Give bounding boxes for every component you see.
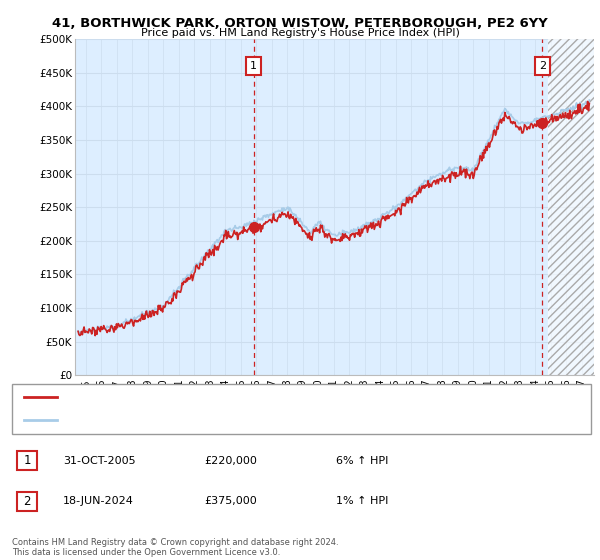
Text: HPI: Average price, detached house, City of Peterborough: HPI: Average price, detached house, City… [63, 416, 344, 426]
Text: Price paid vs. HM Land Registry's House Price Index (HPI): Price paid vs. HM Land Registry's House … [140, 28, 460, 38]
Text: 31-OCT-2005: 31-OCT-2005 [63, 456, 136, 466]
Text: £220,000: £220,000 [204, 456, 257, 466]
Text: Contains HM Land Registry data © Crown copyright and database right 2024.
This d: Contains HM Land Registry data © Crown c… [12, 538, 338, 557]
Text: 6% ↑ HPI: 6% ↑ HPI [336, 456, 388, 466]
Text: 1: 1 [250, 61, 257, 71]
Text: 2: 2 [539, 61, 546, 71]
Bar [548, 39, 600, 375]
Text: 41, BORTHWICK PARK, ORTON WISTOW, PETERBOROUGH, PE2 6YY: 41, BORTHWICK PARK, ORTON WISTOW, PETERB… [52, 17, 548, 30]
Text: 1: 1 [23, 454, 31, 468]
Text: £375,000: £375,000 [204, 496, 257, 506]
Text: 2: 2 [23, 494, 31, 508]
Text: 41, BORTHWICK PARK, ORTON WISTOW, PETERBOROUGH, PE2 6YY (detached house): 41, BORTHWICK PARK, ORTON WISTOW, PETERB… [63, 392, 478, 402]
Text: 18-JUN-2024: 18-JUN-2024 [63, 496, 134, 506]
Bar [548, 39, 600, 375]
Text: 1% ↑ HPI: 1% ↑ HPI [336, 496, 388, 506]
